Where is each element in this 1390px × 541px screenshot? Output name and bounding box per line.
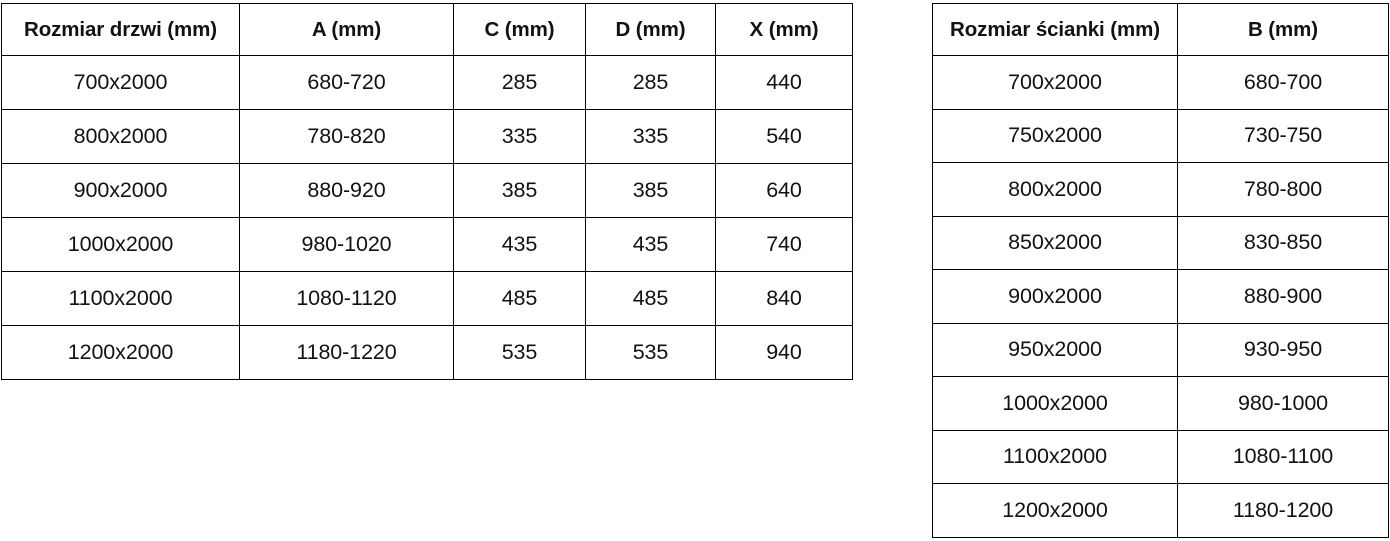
cell-x: 540	[715, 109, 853, 164]
table-row: 1200x2000 1180-1220 535 535 940	[1, 325, 853, 380]
table-header-row: Rozmiar drzwi (mm) A (mm) C (mm) D (mm) …	[1, 3, 853, 56]
cell-x: 940	[715, 325, 853, 380]
table-header-row: Rozmiar ścianki (mm) B (mm)	[932, 3, 1389, 56]
column-header-c: C (mm)	[453, 3, 586, 56]
cell-a: 980-1020	[239, 217, 454, 272]
cell-d: 335	[585, 109, 716, 164]
column-header-b: B (mm)	[1177, 3, 1389, 56]
cell-b: 680-700	[1177, 55, 1389, 110]
doors-table-body: 700x2000 680-720 285 285 440 800x2000 78…	[1, 55, 853, 380]
table-row: 1000x2000 980-1000	[932, 376, 1389, 431]
cell-x: 740	[715, 217, 853, 272]
cell-door-size: 900x2000	[1, 163, 240, 218]
cell-d: 535	[585, 325, 716, 380]
cell-c: 485	[453, 271, 586, 326]
table-row: 950x2000 930-950	[932, 322, 1389, 377]
column-header-x: X (mm)	[715, 3, 853, 56]
table-row: 1100x2000 1080-1120 485 485 840	[1, 271, 853, 326]
table-row: 800x2000 780-820 335 335 540	[1, 109, 853, 164]
table-row: 900x2000 880-920 385 385 640	[1, 163, 853, 218]
cell-c: 335	[453, 109, 586, 164]
cell-b: 980-1000	[1177, 376, 1389, 431]
cell-b: 1080-1100	[1177, 429, 1389, 484]
column-header-wall-size: Rozmiar ścianki (mm)	[932, 3, 1178, 56]
table-row: 850x2000 830-850	[932, 215, 1389, 270]
cell-b: 930-950	[1177, 322, 1389, 377]
cell-d: 485	[585, 271, 716, 326]
table-row: 700x2000 680-700	[932, 55, 1389, 110]
cell-b: 730-750	[1177, 108, 1389, 163]
column-header-a: A (mm)	[239, 3, 454, 56]
cell-door-size: 800x2000	[1, 109, 240, 164]
cell-b: 1180-1200	[1177, 483, 1389, 538]
cell-door-size: 700x2000	[1, 55, 240, 110]
cell-door-size: 1100x2000	[1, 271, 240, 326]
cell-wall-size: 900x2000	[932, 269, 1178, 324]
cell-wall-size: 1000x2000	[932, 376, 1178, 431]
cell-wall-size: 850x2000	[932, 215, 1178, 270]
cell-door-size: 1200x2000	[1, 325, 240, 380]
wall-table-head: Rozmiar ścianki (mm) B (mm)	[932, 3, 1389, 56]
cell-wall-size: 950x2000	[932, 322, 1178, 377]
cell-d: 385	[585, 163, 716, 218]
doors-table-head: Rozmiar drzwi (mm) A (mm) C (mm) D (mm) …	[1, 3, 853, 56]
cell-d: 435	[585, 217, 716, 272]
table-row: 1100x2000 1080-1100	[932, 429, 1389, 484]
cell-wall-size: 1200x2000	[932, 483, 1178, 538]
table-row: 750x2000 730-750	[932, 108, 1389, 163]
cell-c: 535	[453, 325, 586, 380]
cell-x: 440	[715, 55, 853, 110]
cell-a: 680-720	[239, 55, 454, 110]
cell-wall-size: 700x2000	[932, 55, 1178, 110]
table-row: 1200x2000 1180-1200	[932, 483, 1389, 538]
cell-wall-size: 800x2000	[932, 162, 1178, 217]
cell-b: 880-900	[1177, 269, 1389, 324]
cell-c: 385	[453, 163, 586, 218]
table-row: 700x2000 680-720 285 285 440	[1, 55, 853, 110]
cell-a: 780-820	[239, 109, 454, 164]
cell-a: 1080-1120	[239, 271, 454, 326]
cell-door-size: 1000x2000	[1, 217, 240, 272]
cell-b: 780-800	[1177, 162, 1389, 217]
cell-x: 640	[715, 163, 853, 218]
cell-a: 880-920	[239, 163, 454, 218]
cell-c: 435	[453, 217, 586, 272]
doors-dimensions-table: Rozmiar drzwi (mm) A (mm) C (mm) D (mm) …	[1, 3, 853, 380]
table-row: 800x2000 780-800	[932, 162, 1389, 217]
wall-panel-dimensions-table: Rozmiar ścianki (mm) B (mm) 700x2000 680…	[932, 3, 1389, 538]
table-row: 1000x2000 980-1020 435 435 740	[1, 217, 853, 272]
cell-wall-size: 750x2000	[932, 108, 1178, 163]
table-row: 900x2000 880-900	[932, 269, 1389, 324]
column-header-door-size: Rozmiar drzwi (mm)	[1, 3, 240, 56]
cell-c: 285	[453, 55, 586, 110]
cell-a: 1180-1220	[239, 325, 454, 380]
cell-d: 285	[585, 55, 716, 110]
wall-table-body: 700x2000 680-700 750x2000 730-750 800x20…	[932, 55, 1389, 538]
cell-x: 840	[715, 271, 853, 326]
cell-wall-size: 1100x2000	[932, 429, 1178, 484]
cell-b: 830-850	[1177, 215, 1389, 270]
column-header-d: D (mm)	[585, 3, 716, 56]
